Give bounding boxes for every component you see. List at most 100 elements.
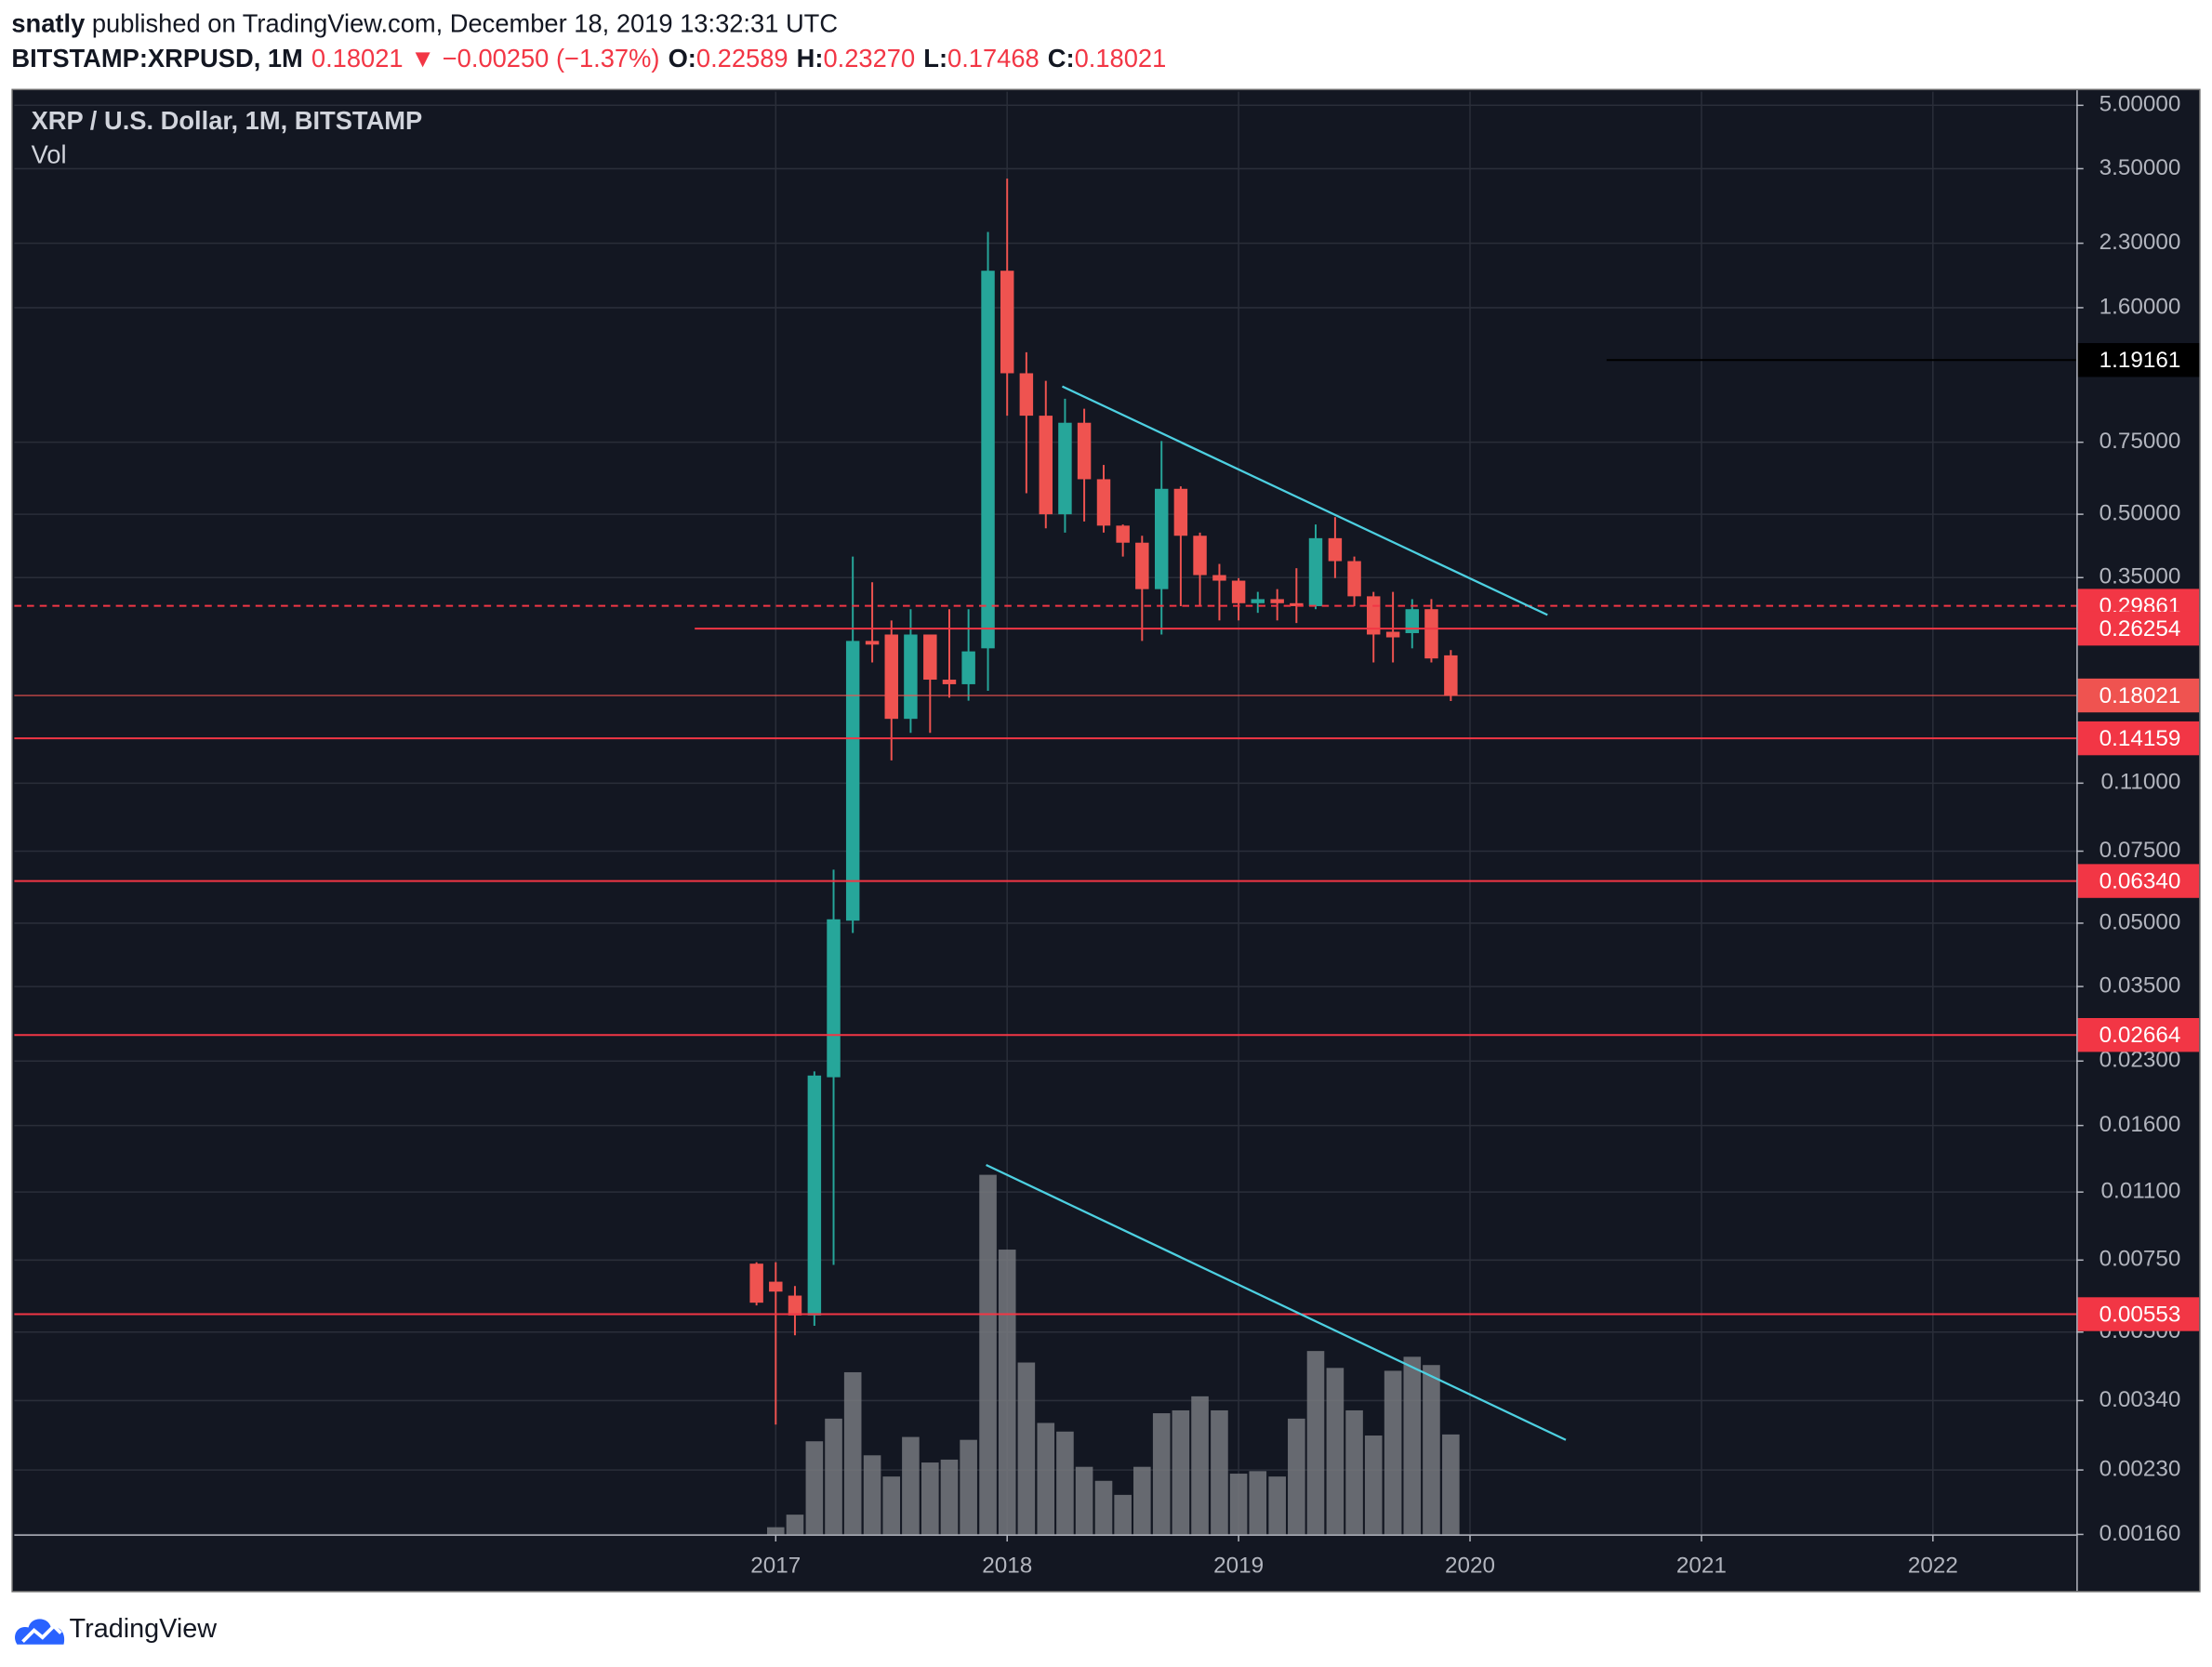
y-tick-label: 0.50000 (2099, 501, 2181, 526)
y-tick-label: 0.07500 (2099, 838, 2181, 863)
y-tick-label: 0.00230 (2099, 1456, 2181, 1481)
brand: TradingView (70, 1614, 218, 1644)
candle-body (1290, 602, 1304, 606)
candle-body (1347, 561, 1361, 597)
volume-bar (1364, 1435, 1383, 1535)
candle-body (1270, 599, 1284, 603)
volume-bar (882, 1476, 901, 1535)
chart-title: XRP / U.S. Dollar, 1M, BITSTAMP (32, 106, 423, 135)
ohlc-value: 0.23270 (823, 44, 915, 73)
price-level-label: 0.14159 (2099, 726, 2181, 751)
price-level-box (2077, 721, 2200, 756)
volume-legend: Vol (32, 140, 67, 169)
volume-bar (863, 1455, 881, 1535)
volume-bar (1075, 1466, 1093, 1535)
candle-body (769, 1281, 783, 1292)
price-level-label: 0.18021 (2099, 683, 2181, 708)
candle-body (1173, 488, 1188, 536)
published: published on TradingView.com, December 1… (92, 9, 838, 38)
candle-body (1231, 580, 1246, 603)
candle-body (981, 271, 995, 649)
volume-bar (1306, 1351, 1325, 1535)
volume-bar (767, 1527, 785, 1535)
volume-bar (1423, 1365, 1440, 1535)
y-tick-label: 0.05000 (2099, 909, 2181, 934)
candle-body (961, 651, 975, 684)
price-level-label: 0.26254 (2099, 616, 2181, 642)
volume-bar (1133, 1466, 1151, 1535)
volume-bar (1056, 1431, 1074, 1535)
y-tick-label: 0.35000 (2099, 564, 2181, 589)
trend-line (1061, 385, 1548, 616)
volume-bar (998, 1250, 1016, 1535)
price-level-box (2077, 678, 2200, 713)
candle-body (1385, 631, 1400, 638)
x-tick-label: 2018 (982, 1554, 1032, 1579)
candle-body (1154, 488, 1169, 589)
volume-bar (1037, 1422, 1055, 1535)
ohlc-label: C: (1048, 44, 1075, 73)
volume-bar (1403, 1356, 1422, 1535)
candle-body (923, 634, 937, 681)
volume-bar (1152, 1413, 1171, 1535)
candle-body (749, 1263, 763, 1303)
candle-body (1058, 422, 1072, 515)
y-tick-label: 0.11000 (2100, 770, 2180, 795)
logo-line (21, 1623, 62, 1644)
volume-bar (786, 1515, 804, 1535)
volume-bar (825, 1418, 842, 1535)
volume-bar (1211, 1409, 1228, 1535)
y-tick-label: 5.00000 (2099, 92, 2181, 117)
ohlc-label: O: (669, 44, 696, 73)
candle-body (865, 641, 880, 645)
volume-bar (1249, 1471, 1267, 1535)
x-tick-label: 2017 (750, 1554, 801, 1579)
volume-bar (1229, 1474, 1248, 1535)
candle-body (1096, 479, 1111, 526)
y-tick-label: 0.01600 (2099, 1112, 2181, 1137)
volume-bar (1384, 1370, 1402, 1535)
price-level-label: 0.00553 (2099, 1302, 2181, 1327)
chart-panel (11, 88, 2201, 1593)
price-level-box (2077, 343, 2200, 377)
publish-line: snatly published on TradingView.com, Dece… (11, 9, 838, 38)
candle-body (1444, 655, 1458, 696)
volume-bar (1114, 1494, 1132, 1535)
price-level-label: 1.19161 (2099, 348, 2181, 373)
candle-body (1019, 373, 1034, 417)
user: snatly (11, 9, 86, 38)
candle-body (827, 919, 841, 1078)
candle-body (1308, 537, 1323, 606)
y-tick-label: 1.60000 (2099, 294, 2181, 319)
candle-body (1212, 575, 1226, 581)
volume-bar (940, 1459, 959, 1535)
last-price: 0.18021 (311, 44, 404, 73)
y-tick-label: 3.50000 (2099, 155, 2181, 180)
volume-bar (805, 1441, 824, 1535)
volume-bar (1172, 1409, 1190, 1535)
y-tick-label: 0.01100 (2100, 1179, 2180, 1204)
x-tick-label: 2019 (1213, 1554, 1264, 1579)
volume-bar (1442, 1434, 1460, 1535)
y-tick-label: 0.00340 (2099, 1387, 2181, 1412)
x-tick-label: 2020 (1445, 1554, 1495, 1579)
y-tick-label: 0.00750 (2099, 1247, 2181, 1272)
x-tick-label: 2021 (1676, 1554, 1727, 1579)
candle-body (904, 634, 918, 720)
ohlc-value: 0.17468 (947, 44, 1040, 73)
candle-body (1135, 542, 1149, 589)
candle-body (884, 634, 898, 720)
symbol: BITSTAMP:XRPUSD, 1M (11, 44, 302, 73)
ohlc-label: L: (923, 44, 947, 73)
candle-body (942, 680, 957, 684)
candle-body (1077, 422, 1092, 480)
y-tick-label: 2.30000 (2099, 230, 2181, 255)
price-level-label: 0.02664 (2099, 1023, 2181, 1048)
ohlc-value: 0.22589 (696, 44, 788, 73)
volume-bar (921, 1462, 939, 1535)
volume-bar (1191, 1396, 1209, 1535)
volume-bar (843, 1371, 862, 1535)
x-tick-label: 2022 (1908, 1554, 1958, 1579)
